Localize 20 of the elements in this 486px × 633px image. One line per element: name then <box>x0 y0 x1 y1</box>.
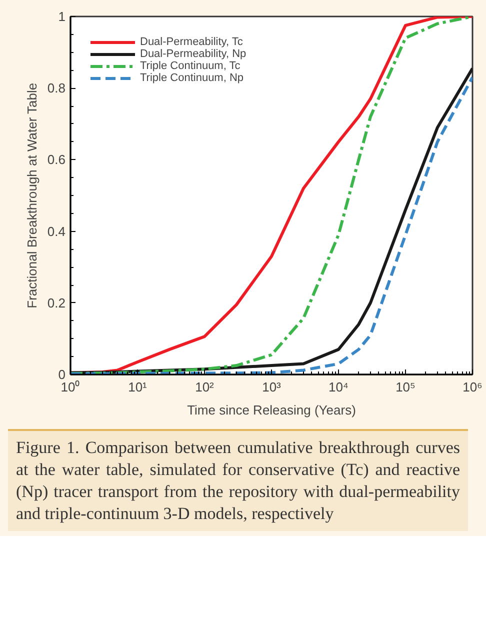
y-tick-label: 0.8 <box>47 80 66 96</box>
legend-label: Triple Continuum, Np <box>140 72 244 84</box>
y-tick-label: 0.2 <box>47 295 66 310</box>
x-tick-label: 10⁶ <box>462 380 482 394</box>
caption: Figure 1. Comparison between cumulative breakthrough curves at the water table, simulated for conservative (Tc) and reactive (Np) tracer transport from the repository with dual-permeability and triple-continuum 3-D models, respectively <box>16 437 460 526</box>
x-tick-label: 10⁰ <box>60 380 80 394</box>
x-tick-label: 10⁴ <box>328 380 349 394</box>
y-tick-label: 0.6 <box>47 152 66 168</box>
y-tick-label: 0 <box>58 367 66 382</box>
x-tick-label: 10² <box>195 380 215 394</box>
y-axis-title: Fractional Breakthrough at Water Table <box>24 82 40 308</box>
y-tick-label: 1 <box>58 9 66 24</box>
y-tick-label: 0.4 <box>47 224 66 239</box>
x-tick-label: 10³ <box>262 380 282 394</box>
x-tick-label: 10⁵ <box>396 380 416 394</box>
x-tick-label: 10¹ <box>128 380 148 394</box>
legend-label: Dual-Permeability, Tc <box>140 36 243 48</box>
legend-label: Dual-Permeability, Np <box>140 48 246 60</box>
x-axis-title: Time since Releasing (Years) <box>187 402 356 418</box>
legend-label: Triple Continuum, Tc <box>140 60 240 72</box>
